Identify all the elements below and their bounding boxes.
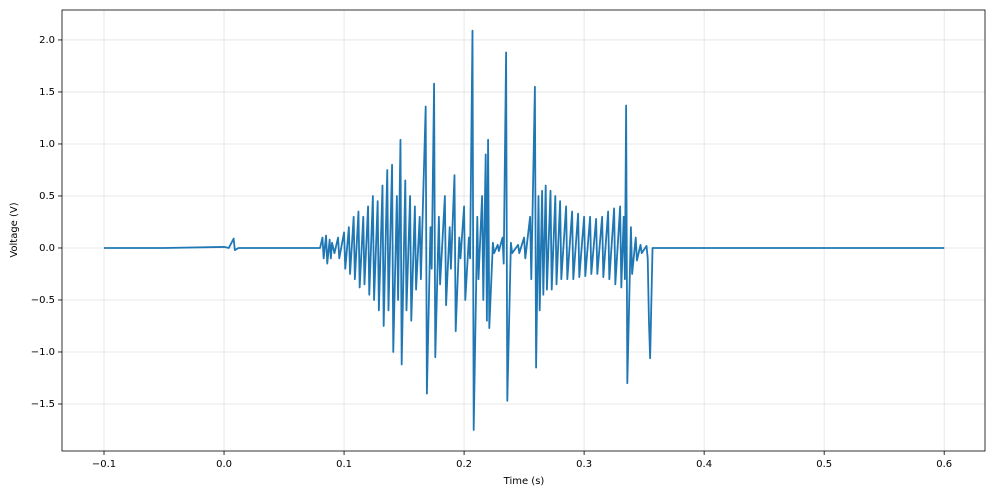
x-tick-label: 0.3 — [576, 459, 592, 470]
y-tick-label: −1.5 — [31, 399, 55, 410]
y-tick-label: 1.5 — [39, 87, 55, 98]
x-tick-label: 0.1 — [336, 459, 352, 470]
y-tick-label: −0.5 — [31, 295, 55, 306]
x-axis-label: Time (s) — [503, 476, 545, 487]
y-tick-label: −1.0 — [31, 347, 55, 358]
y-axis-label: Voltage (V) — [9, 202, 20, 257]
x-tick-label: 0.2 — [456, 459, 472, 470]
x-tick-label: 0.6 — [936, 459, 952, 470]
x-tick-label: 0.0 — [216, 459, 232, 470]
x-tick-label: −0.1 — [92, 459, 116, 470]
y-tick-label: 2.0 — [39, 35, 55, 46]
x-tick-label: 0.5 — [816, 459, 832, 470]
waveform-line — [104, 29, 945, 431]
y-tick-label: 0.0 — [39, 243, 55, 254]
y-tick-label: 0.5 — [39, 191, 55, 202]
plot-frame — [61, 9, 986, 452]
y-tick-label: 1.0 — [39, 139, 55, 150]
x-tick-label: 0.4 — [696, 459, 712, 470]
